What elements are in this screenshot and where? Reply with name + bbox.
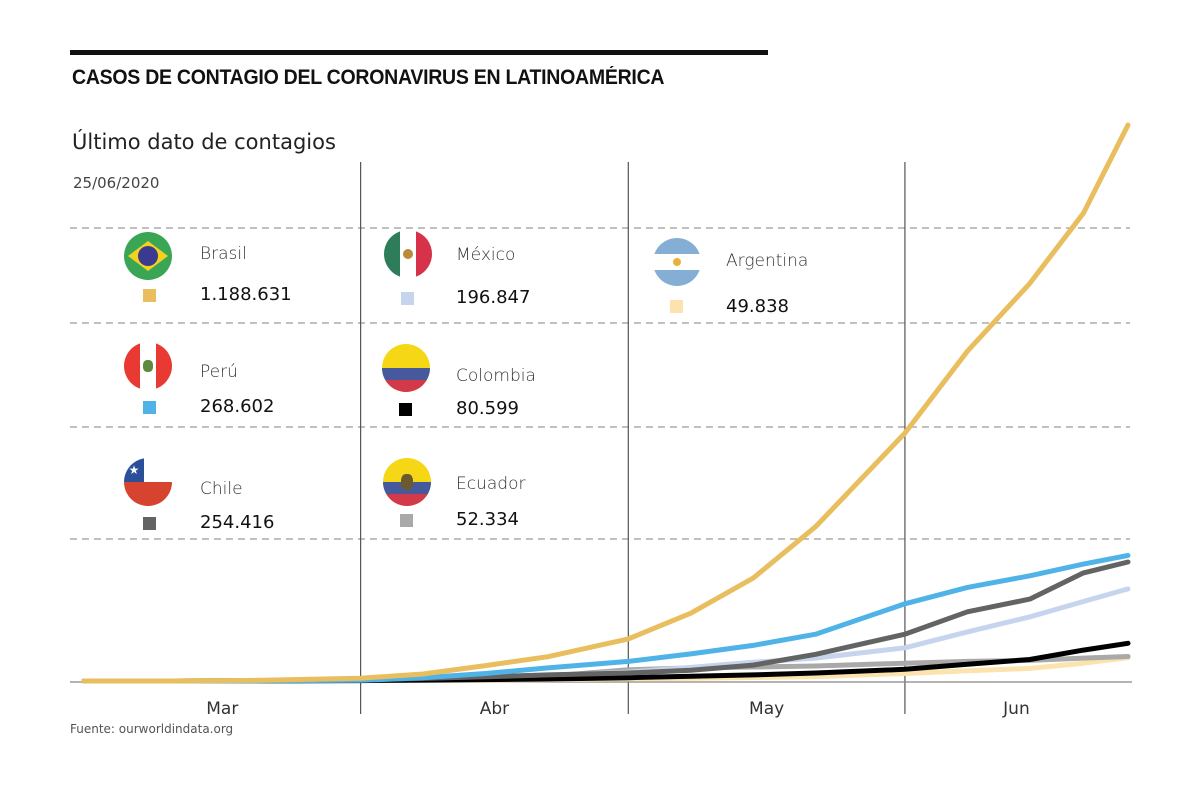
- chart-subtitle: Último dato de contagios: [72, 130, 336, 154]
- series-line-brasil: [81, 122, 1131, 684]
- title-rule: [70, 50, 768, 55]
- legend-case-count: 49.838: [726, 296, 789, 317]
- legend-country-name: Chile: [200, 479, 243, 499]
- legend-case-count: 254.416: [200, 512, 275, 533]
- x-tick-label: May: [749, 699, 784, 719]
- mexico-flag-icon: [384, 230, 432, 278]
- chile-flag-icon: ★: [124, 458, 172, 506]
- legend-swatch: [670, 300, 683, 313]
- x-tick-label: Abr: [480, 699, 509, 719]
- legend-country-name: Brasil: [200, 244, 247, 264]
- x-tick-label: Mar: [206, 699, 238, 719]
- peru-flag-icon: [124, 342, 172, 390]
- chart-title: CASOS DE CONTAGIO DEL CORONAVIRUS EN LAT…: [72, 66, 665, 89]
- legend-country-name: Colombia: [456, 366, 536, 386]
- colombia-flag-icon: [382, 344, 430, 392]
- data-date: 25/06/2020: [73, 174, 160, 192]
- brazil-flag-icon: [124, 232, 172, 280]
- legend-swatch: [401, 292, 414, 305]
- series-lines: [81, 122, 1131, 684]
- legend-case-count: 196.847: [456, 287, 531, 308]
- argentina-flag-icon: [653, 238, 701, 286]
- legend-swatch: [399, 403, 412, 416]
- source-note: Fuente: ourworldindata.org: [70, 722, 234, 736]
- legend-swatch: [143, 517, 156, 530]
- x-tick-labels: Mar Abr May Jun: [206, 699, 1029, 719]
- legend-swatch: [400, 514, 413, 527]
- legend-country-name: México: [456, 245, 516, 265]
- legend-country-name: Perú: [200, 362, 238, 382]
- ecuador-flag-icon: [383, 458, 431, 506]
- grid-lines: [70, 227, 1130, 540]
- series-line-mexico: [81, 586, 1131, 684]
- legend-case-count: 1.188.631: [200, 284, 292, 305]
- month-separators: [360, 162, 906, 714]
- x-tick-label: Jun: [1002, 699, 1030, 719]
- legend-case-count: 80.599: [456, 398, 519, 419]
- legend-case-count: 52.334: [456, 509, 519, 530]
- legend-country-name: Ecuador: [456, 474, 526, 494]
- legend-case-count: 268.602: [200, 396, 275, 417]
- legend-swatch: [143, 401, 156, 414]
- legend-country-name: Argentina: [726, 251, 809, 271]
- legend-swatch: [143, 289, 156, 302]
